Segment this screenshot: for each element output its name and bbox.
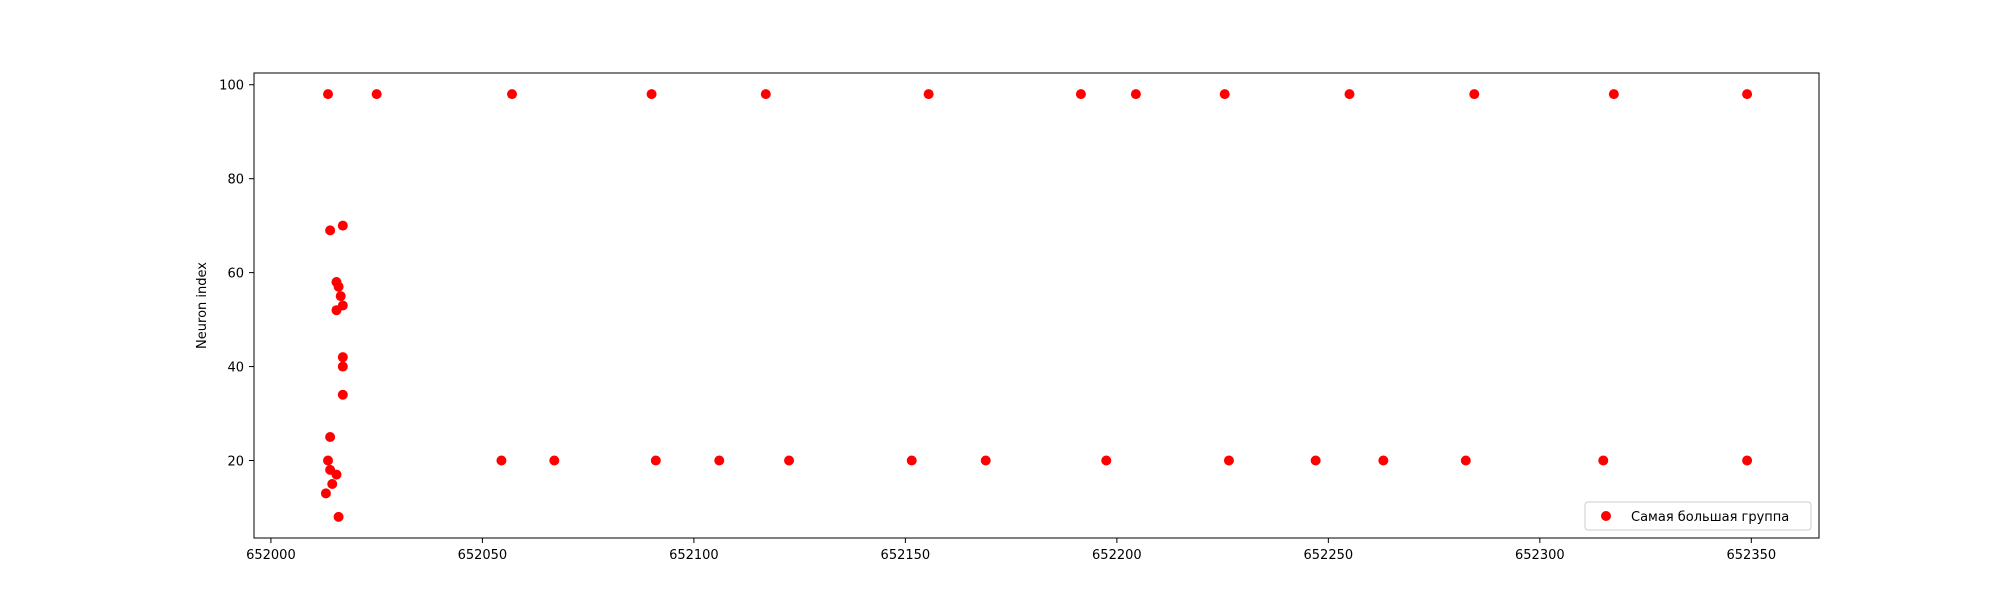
data-point — [1344, 89, 1355, 100]
x-tick-label: 652200 — [1092, 548, 1142, 563]
data-point — [1460, 455, 1471, 466]
data-point — [1469, 89, 1480, 100]
legend-box — [1584, 501, 1812, 531]
data-point — [1130, 89, 1141, 100]
data-point — [646, 89, 657, 100]
data-point — [906, 455, 917, 466]
y-tick-label: 40 — [227, 361, 244, 376]
data-point — [327, 478, 338, 489]
data-point — [325, 432, 336, 443]
data-point — [337, 361, 348, 372]
y-tick-label: 60 — [227, 267, 244, 282]
y-tick-label: 20 — [227, 455, 244, 470]
data-point — [335, 291, 346, 302]
data-point — [337, 352, 348, 363]
data-point — [784, 455, 795, 466]
data-point — [1608, 89, 1619, 100]
data-point — [714, 455, 725, 466]
x-tick-label: 652300 — [1515, 548, 1565, 563]
data-point — [549, 455, 560, 466]
data-point — [1101, 455, 1112, 466]
y-tick-label: 80 — [227, 173, 244, 188]
data-point — [1310, 455, 1321, 466]
x-tick-label: 652150 — [881, 548, 931, 563]
data-point — [333, 511, 344, 522]
data-point — [337, 220, 348, 231]
data-point — [760, 89, 771, 100]
y-tick-label: 100 — [219, 79, 244, 94]
data-point — [980, 455, 991, 466]
data-point — [331, 305, 342, 316]
y-axis-label: Neuron index — [195, 262, 210, 349]
plot-frame — [253, 72, 1820, 539]
data-point — [650, 455, 661, 466]
points-layer — [320, 89, 1753, 522]
data-point — [333, 281, 344, 292]
data-point — [323, 89, 334, 100]
x-tick-label: 652350 — [1727, 548, 1777, 563]
data-point — [1742, 89, 1753, 100]
x-tick-label: 652000 — [246, 548, 296, 563]
data-point — [1075, 89, 1086, 100]
data-point — [496, 455, 507, 466]
x-tick-label: 652250 — [1304, 548, 1354, 563]
y-axis: 20 40 60 80 100 — [219, 79, 254, 470]
data-point — [1223, 455, 1234, 466]
legend: Самая большая группа — [1584, 501, 1812, 531]
x-tick-label: 652100 — [669, 548, 719, 563]
data-point — [507, 89, 518, 100]
data-point — [1742, 455, 1753, 466]
data-point — [1219, 89, 1230, 100]
x-axis: 652000 652050 652100 652150 652200 652250 6523… — [246, 538, 1776, 563]
data-point — [371, 89, 382, 100]
data-point — [1598, 455, 1609, 466]
data-point — [923, 89, 934, 100]
x-tick-label: 652050 — [458, 548, 508, 563]
data-point — [325, 225, 336, 236]
data-point — [331, 469, 342, 480]
data-point — [320, 488, 331, 499]
data-point — [337, 389, 348, 400]
data-point — [1378, 455, 1389, 466]
legend-marker — [1601, 511, 1611, 521]
legend-label: Самая большая группа — [1631, 510, 1789, 525]
data-point — [323, 455, 334, 466]
